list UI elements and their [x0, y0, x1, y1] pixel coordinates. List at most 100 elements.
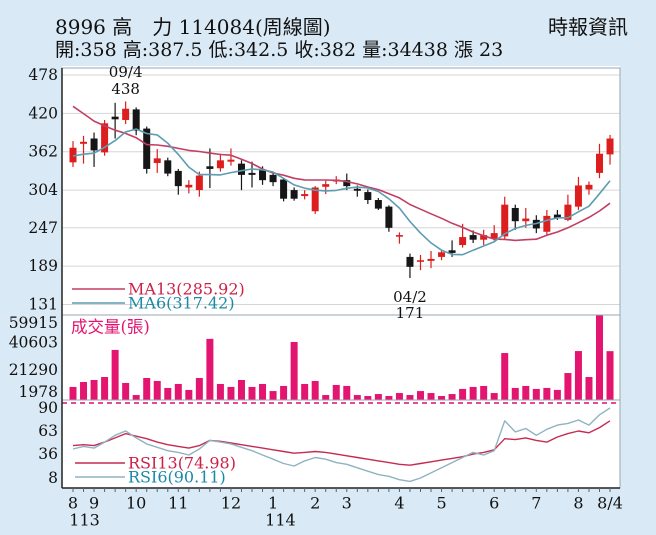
volume-bar [438, 396, 446, 400]
price-axis-label: 189 [28, 257, 58, 275]
volume-bar [596, 315, 603, 400]
volume-bar [501, 353, 509, 400]
volume-bar [259, 383, 267, 400]
ma-legend-label: MA6(317.42) [128, 294, 235, 313]
month-label: 10 [126, 494, 146, 513]
candle-body [564, 204, 572, 220]
candle-body [395, 235, 403, 237]
month-label: 5 [436, 494, 446, 513]
volume-bar [469, 386, 477, 400]
candle-body [132, 109, 140, 131]
volume-bar [227, 386, 235, 400]
volume-bar [69, 386, 77, 400]
rsi6-line [72, 407, 611, 483]
month-label: 8/4 [597, 494, 623, 513]
volume-bar [343, 385, 351, 400]
candle-body [164, 160, 172, 174]
candle-body [543, 215, 551, 232]
volume-bar [374, 394, 382, 400]
month-label: 2 [310, 494, 320, 513]
volume-bar [153, 380, 161, 400]
news-source: 時報資訊 [548, 15, 628, 39]
candle-body [343, 180, 351, 187]
rsi-legend-label: RSI13(74.98) [128, 454, 236, 473]
month-label: 1 [268, 494, 278, 513]
candle-body [69, 147, 77, 163]
candle-body [501, 204, 509, 237]
volume-bar [206, 338, 214, 400]
volume-bar [395, 393, 403, 400]
candle-body [248, 172, 256, 175]
ma13-line [72, 105, 611, 242]
volume-bar [195, 378, 203, 400]
volume-bar [122, 382, 130, 400]
rsi-legend-label: RSI6(90.11) [128, 468, 226, 487]
candle-body [143, 128, 151, 169]
volume-axis-label: 21290 [9, 361, 58, 379]
volume-bar [448, 394, 456, 400]
rsi13-line [72, 420, 611, 466]
candle-body [322, 184, 330, 187]
candle-body [511, 207, 519, 222]
month-label: 4 [394, 494, 404, 513]
volume-bar [564, 373, 572, 400]
volume-bar [111, 349, 119, 400]
candle-body [364, 192, 372, 201]
volume-bar [427, 393, 435, 400]
candle-body [311, 187, 319, 212]
candle-body [374, 200, 382, 209]
rsi-axis-label: 36 [38, 445, 58, 463]
volume-bar [364, 396, 372, 400]
volume-bar [311, 380, 319, 400]
volume-bar [164, 387, 172, 400]
volume-bar [543, 387, 551, 400]
candle-body [280, 179, 288, 199]
volume-bar [511, 387, 519, 400]
month-label: 11 [168, 494, 188, 513]
volume-title: 成交量(張) [71, 318, 150, 337]
volume-bar [80, 381, 88, 400]
candle-body [385, 206, 393, 228]
ma6-line [72, 128, 611, 256]
candle-body [269, 174, 277, 183]
candle-body [237, 163, 245, 175]
volume-bar [532, 388, 540, 400]
candle-body [216, 160, 224, 169]
ma-legend-label: MA13(285.92) [128, 280, 245, 299]
candle-body [438, 252, 446, 257]
candle-body [606, 138, 614, 155]
volume-bar [90, 380, 98, 400]
price-axis-label: 247 [28, 219, 58, 237]
volume-axis-label: 40603 [9, 333, 58, 351]
candle-body [353, 188, 361, 191]
volume-bar [101, 377, 109, 400]
candle-body [227, 159, 235, 162]
volume-bar [290, 341, 298, 400]
volume-bar [143, 378, 151, 400]
candle-body [90, 138, 98, 151]
candle-body [553, 214, 561, 218]
volume-bar [216, 383, 224, 400]
volume-bar [480, 385, 488, 400]
rsi-axis-label: 63 [38, 422, 58, 440]
month-label: 8 [68, 494, 78, 513]
volume-bar [574, 351, 582, 400]
volume-bar [237, 380, 245, 400]
candle-body [111, 116, 119, 120]
rsi-axis-label: 8 [48, 469, 58, 487]
candle-body [185, 184, 193, 188]
volume-bar [132, 395, 140, 400]
month-label: 6 [489, 494, 499, 513]
candle-body [174, 170, 182, 187]
candle-body [301, 194, 309, 197]
candle-body [195, 175, 203, 191]
candle-body [427, 258, 435, 261]
plot-background [62, 66, 620, 488]
volume-bar [522, 385, 530, 400]
month-label: 3 [342, 494, 352, 513]
candle-body [406, 256, 414, 267]
year-label: 114 [265, 511, 296, 530]
volume-bar [459, 388, 467, 400]
